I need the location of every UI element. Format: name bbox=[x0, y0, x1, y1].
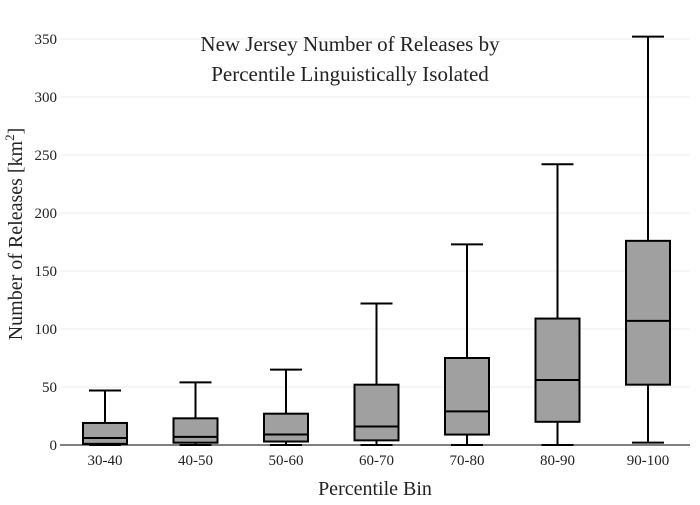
chart-title-line-1: New Jersey Number of Releases by bbox=[200, 32, 500, 56]
gridlines bbox=[60, 38, 690, 388]
x-tick-label: 30-40 bbox=[88, 453, 123, 469]
x-axis-label: Percentile Bin bbox=[318, 478, 432, 500]
y-tick-label: 350 bbox=[35, 32, 58, 48]
box-50-60 bbox=[263, 368, 309, 446]
x-tick-label: 70-80 bbox=[450, 453, 485, 469]
x-tick-label: 80-90 bbox=[540, 453, 575, 469]
y-tick-label: 0 bbox=[50, 438, 58, 454]
y-axis-label-close: ] bbox=[5, 128, 27, 135]
box-90-100 bbox=[625, 35, 671, 444]
iqr-box bbox=[444, 357, 490, 436]
box-70-80 bbox=[444, 243, 490, 446]
box-60-70 bbox=[353, 302, 400, 446]
box-80-90 bbox=[534, 163, 581, 446]
x-tick-label: 50-60 bbox=[269, 453, 304, 469]
iqr-box bbox=[263, 412, 309, 443]
chart-title-line-2: Percentile Linguistically Isolated bbox=[211, 62, 489, 86]
box-40-50 bbox=[172, 381, 219, 446]
x-tick-label: 40-50 bbox=[178, 453, 213, 469]
y-tick-label: 200 bbox=[35, 206, 58, 222]
iqr-box bbox=[625, 239, 671, 386]
x-tick-label: 90-100 bbox=[627, 453, 670, 469]
y-tick-label: 50 bbox=[42, 380, 57, 396]
iqr-box bbox=[534, 317, 581, 423]
iqr-box bbox=[353, 383, 400, 442]
y-tick-label: 150 bbox=[35, 264, 58, 280]
y-tick-label: 100 bbox=[35, 322, 58, 338]
iqr-box bbox=[172, 417, 219, 444]
x-axis-ticks: 30-40 40-50 50-60 60-70 70-80 80-90 90-100 bbox=[88, 453, 670, 469]
y-tick-label: 300 bbox=[35, 90, 58, 106]
y-axis-label-main: Number of Releases [km bbox=[5, 140, 27, 340]
iqr-box bbox=[82, 421, 128, 445]
y-axis-label-superscript: 2 bbox=[2, 134, 17, 141]
y-axis-label: Number of Releases [km2] bbox=[2, 128, 27, 341]
y-tick-label: 250 bbox=[35, 148, 58, 164]
y-axis-ticks: 0 50 100 150 200 250 300 350 bbox=[35, 32, 58, 454]
box-series bbox=[82, 35, 671, 446]
x-tick-label: 60-70 bbox=[359, 453, 394, 469]
box-30-40 bbox=[82, 389, 128, 446]
